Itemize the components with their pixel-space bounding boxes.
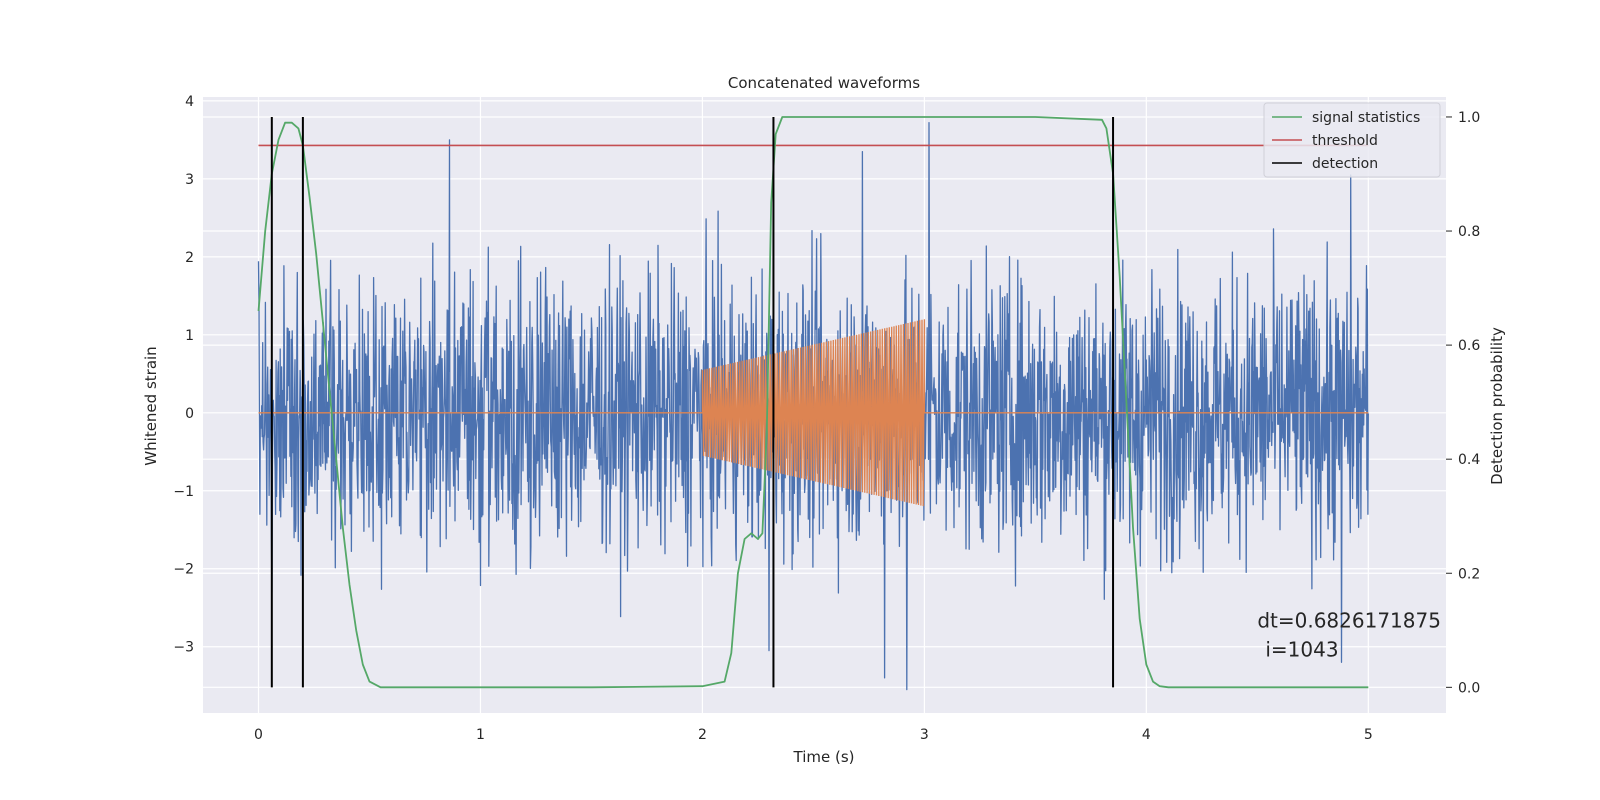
y2-tick-label: 0.6	[1458, 338, 1480, 354]
legend-label-signal-statistics: signal statistics	[1312, 110, 1420, 126]
chart-title: Concatenated waveforms	[728, 74, 920, 92]
x-tick-label: 5	[1364, 727, 1373, 743]
strain-line	[257, 122, 1369, 691]
y2-tick-label: 0.2	[1458, 566, 1480, 582]
legend: signal statistics threshold detection	[1263, 102, 1441, 178]
x-tick-label: 1	[476, 727, 485, 743]
x-axis-title: Time (s)	[793, 748, 855, 766]
y-tick-label: −3	[173, 640, 194, 656]
legend-box	[1263, 102, 1441, 178]
y2-tick-label: 0.8	[1458, 224, 1480, 240]
injection-line	[258, 319, 1369, 507]
y2-tick-label: 1.0	[1458, 110, 1480, 126]
y2-tick-label: 0.4	[1458, 452, 1480, 468]
y2-axis-title: Detection probability	[1488, 327, 1506, 485]
annotation-dt: dt=0.6826171875	[1257, 608, 1441, 632]
annotation-index: i=1043	[1265, 637, 1338, 661]
ticks: 0 1 2 3 4 5 −3 −2 −1 0 1 2 3 4 0.0 0.2 0.4 0.6 0.8 1.0	[173, 94, 1480, 743]
legend-label-detection: detection	[1312, 156, 1378, 172]
x-tick-label: 0	[254, 727, 263, 743]
legend-label-threshold: threshold	[1312, 133, 1378, 149]
x-tick-label: 2	[698, 727, 707, 743]
x-tick-label: 3	[920, 727, 929, 743]
y-axis-title: Whitened strain	[142, 346, 160, 465]
y-tick-label: −1	[173, 484, 194, 500]
x-tick-label: 4	[1142, 727, 1151, 743]
series-layer	[257, 116, 1369, 691]
annotation: dt=0.6826171875 i=1043	[1257, 608, 1441, 661]
y2-tick-label: 0.0	[1458, 680, 1480, 696]
y-tick-label: 1	[185, 328, 194, 344]
signal-statistics-line	[257, 116, 1369, 689]
y-tick-label: 0	[185, 406, 194, 422]
y-tick-label: 2	[185, 250, 194, 266]
y-tick-label: 3	[185, 172, 194, 188]
y-tick-label: −2	[173, 562, 194, 578]
y-tick-label: 4	[185, 94, 194, 110]
